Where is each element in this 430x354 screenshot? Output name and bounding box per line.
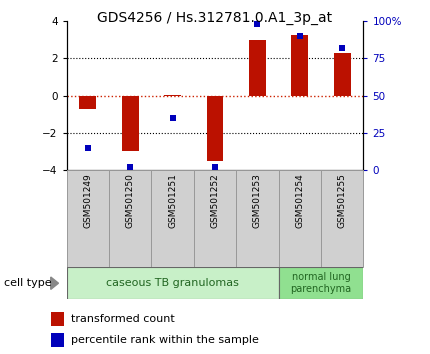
Point [254, 21, 261, 27]
Bar [51, 312, 64, 326]
Point [127, 164, 134, 170]
Text: GSM501249: GSM501249 [83, 173, 92, 228]
FancyBboxPatch shape [236, 170, 279, 267]
Text: GSM501253: GSM501253 [253, 173, 262, 228]
Text: GDS4256 / Hs.312781.0.A1_3p_at: GDS4256 / Hs.312781.0.A1_3p_at [98, 11, 332, 25]
FancyBboxPatch shape [67, 267, 279, 299]
Text: transformed count: transformed count [71, 314, 175, 324]
FancyBboxPatch shape [194, 170, 236, 267]
Bar [122, 96, 139, 152]
Bar [51, 333, 64, 347]
FancyBboxPatch shape [279, 170, 321, 267]
Text: GSM501250: GSM501250 [126, 173, 135, 228]
Bar [206, 96, 224, 161]
Text: GSM501252: GSM501252 [211, 173, 219, 228]
Text: cell type: cell type [4, 278, 52, 288]
Point [169, 115, 176, 121]
FancyBboxPatch shape [151, 170, 194, 267]
Text: GSM501255: GSM501255 [338, 173, 347, 228]
Text: GSM501251: GSM501251 [168, 173, 177, 228]
Bar [334, 53, 350, 96]
Point [212, 164, 218, 170]
FancyBboxPatch shape [109, 170, 151, 267]
Point [296, 33, 303, 39]
Text: caseous TB granulomas: caseous TB granulomas [106, 278, 239, 288]
FancyBboxPatch shape [67, 170, 109, 267]
Bar [291, 35, 308, 96]
Bar [80, 96, 96, 109]
Text: percentile rank within the sample: percentile rank within the sample [71, 335, 259, 345]
Bar [164, 95, 181, 96]
FancyArrow shape [51, 277, 58, 290]
Point [84, 145, 91, 150]
Point [339, 45, 346, 51]
FancyBboxPatch shape [321, 170, 363, 267]
FancyBboxPatch shape [279, 267, 363, 299]
Bar [249, 40, 266, 96]
Text: GSM501254: GSM501254 [295, 173, 304, 228]
Text: normal lung
parenchyma: normal lung parenchyma [290, 272, 352, 294]
